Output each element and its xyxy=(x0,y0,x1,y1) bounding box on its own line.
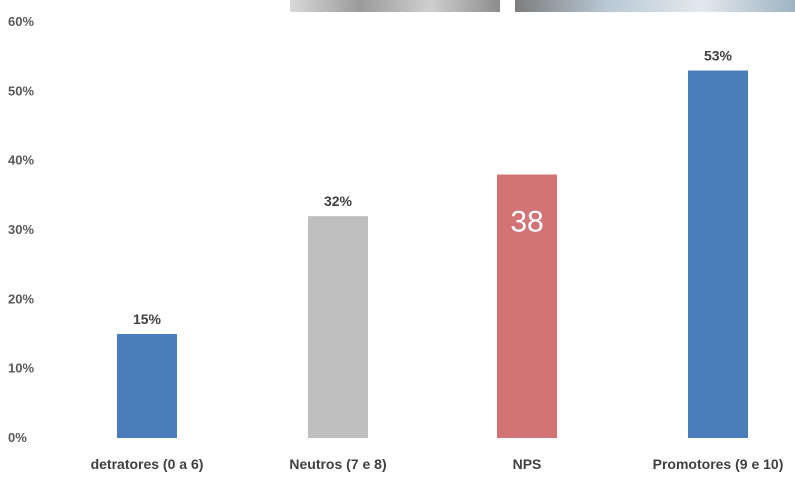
bar-3 xyxy=(497,174,557,439)
x-category-label: detratores (0 a 6) xyxy=(91,456,204,472)
bar-value-label: 15% xyxy=(133,311,162,327)
data-labels: 15% 32% 38 53% xyxy=(133,48,733,327)
bar-2 xyxy=(308,216,368,438)
y-tick-label: 0% xyxy=(8,430,27,445)
bar-value-label: 32% xyxy=(324,193,353,209)
y-axis: 0% 10% 20% 30% 40% 50% 60% xyxy=(8,14,34,445)
bars xyxy=(117,70,748,439)
photo-strip-left xyxy=(290,0,500,12)
bar-4 xyxy=(688,70,748,439)
photo-strip-right xyxy=(515,0,795,12)
y-tick-label: 20% xyxy=(8,291,34,306)
y-tick-label: 50% xyxy=(8,83,34,98)
x-category-label: NPS xyxy=(513,456,542,472)
x-category-label: Promotores (9 e 10) xyxy=(653,456,784,472)
y-tick-label: 60% xyxy=(8,14,34,29)
bar-value-label: 53% xyxy=(704,48,733,64)
x-category-label: Neutros (7 e 8) xyxy=(289,456,386,472)
y-tick-label: 40% xyxy=(8,153,34,168)
y-tick-label: 10% xyxy=(8,361,34,376)
y-tick-label: 30% xyxy=(8,222,34,237)
nps-value-label: 38 xyxy=(510,206,543,239)
bar-1 xyxy=(117,334,177,438)
x-axis: detratores (0 a 6) Neutros (7 e 8) NPS Prom… xyxy=(91,456,784,472)
